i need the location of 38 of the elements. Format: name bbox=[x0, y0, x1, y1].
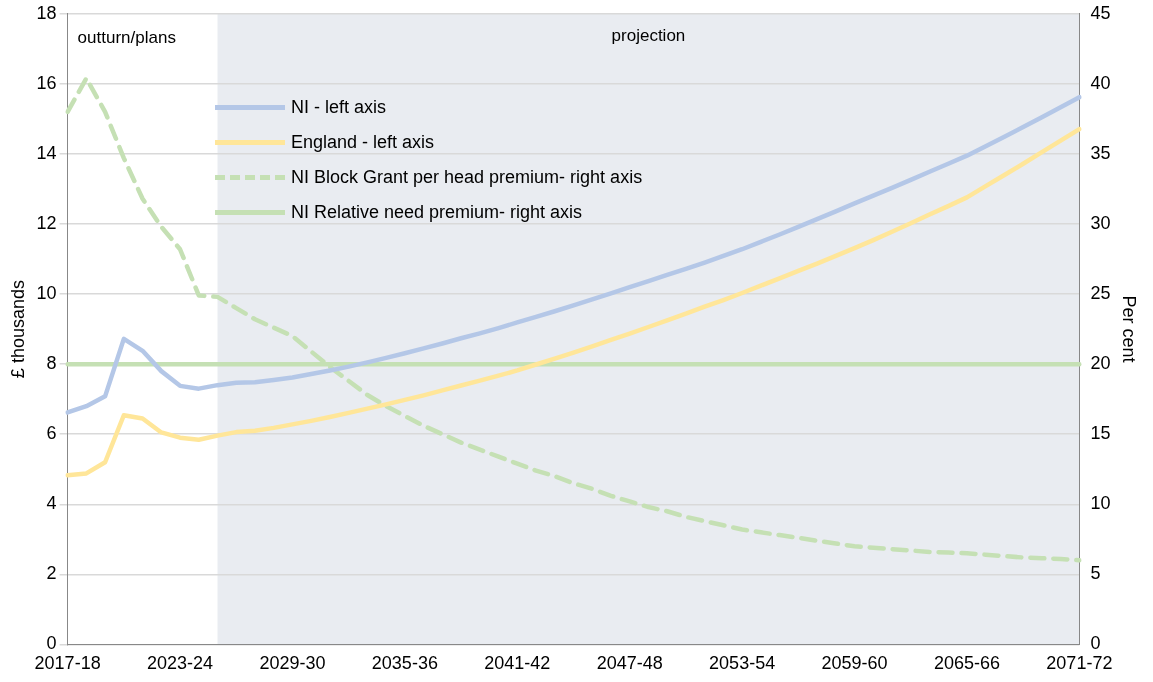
legend-label: England - left axis bbox=[291, 132, 435, 153]
y-tick-label: 8 bbox=[46, 353, 57, 374]
y-tick-label: 14 bbox=[36, 142, 57, 163]
x-tick-label: 2047-48 bbox=[596, 653, 663, 674]
y-tick-label: 18 bbox=[36, 2, 57, 23]
x-tick-label: 2041-42 bbox=[484, 653, 551, 674]
x-tick-label: 2071-72 bbox=[1046, 653, 1113, 674]
y-tick-label: 12 bbox=[36, 212, 57, 233]
y2-tick-label: 5 bbox=[1090, 563, 1101, 584]
x-tick-label: 2023-24 bbox=[147, 653, 214, 674]
y2-axis-title: Per cent bbox=[1119, 295, 1140, 363]
y-tick-label: 0 bbox=[46, 633, 57, 654]
x-tick-label: 2017-18 bbox=[34, 653, 101, 674]
y-tick-label: 10 bbox=[36, 283, 57, 304]
x-tick-label: 2035-36 bbox=[371, 653, 438, 674]
y2-tick-label: 20 bbox=[1090, 353, 1111, 374]
text: projection bbox=[611, 25, 686, 45]
annotation: outturn/plans bbox=[77, 27, 176, 47]
y2-tick-label: 45 bbox=[1090, 2, 1111, 23]
y-tick-label: 16 bbox=[36, 72, 57, 93]
y2-tick-label: 40 bbox=[1090, 72, 1111, 93]
y-tick-label: 6 bbox=[46, 423, 57, 444]
x-tick-label: 2065-66 bbox=[933, 653, 1000, 674]
y-tick-label: 2 bbox=[46, 563, 57, 584]
y2-tick-label: 15 bbox=[1090, 423, 1111, 444]
x-tick-label: 2059-60 bbox=[821, 653, 888, 674]
x-tick-label: 2053-54 bbox=[709, 653, 776, 674]
y-tick-label: 4 bbox=[46, 493, 57, 514]
y2-tick-label: 0 bbox=[1090, 633, 1101, 654]
y2-tick-label: 25 bbox=[1090, 283, 1111, 304]
x-tick-label: 2029-30 bbox=[259, 653, 326, 674]
y2-tick-label: 30 bbox=[1090, 212, 1111, 233]
legend-label: NI Block Grant per head premium- right axis bbox=[291, 167, 643, 188]
legend-label: NI Relative need premium- right axis bbox=[291, 202, 583, 223]
y2-tick-label: 10 bbox=[1090, 493, 1111, 514]
legend-label: NI - left axis bbox=[291, 97, 387, 118]
y-axis-title: £ thousands bbox=[7, 280, 28, 379]
y2-tick-label: 35 bbox=[1090, 142, 1111, 163]
